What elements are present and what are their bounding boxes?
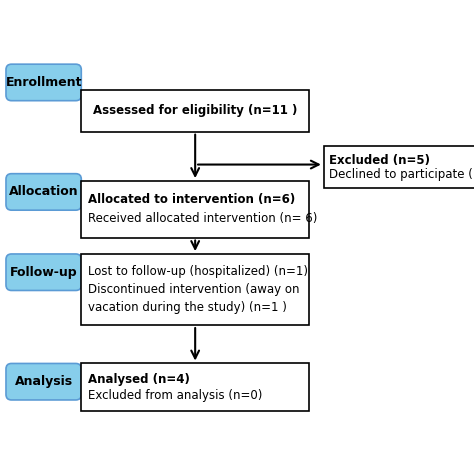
Text: Discontinued intervention (away on: Discontinued intervention (away on xyxy=(88,283,300,296)
FancyBboxPatch shape xyxy=(82,364,309,411)
FancyBboxPatch shape xyxy=(82,181,309,237)
Text: Allocated to intervention (n=6): Allocated to intervention (n=6) xyxy=(88,193,295,206)
Text: Analysis: Analysis xyxy=(15,375,73,388)
Text: vacation during the study) (n=1 ): vacation during the study) (n=1 ) xyxy=(88,301,287,314)
FancyBboxPatch shape xyxy=(82,254,309,325)
Text: Analysed (n=4): Analysed (n=4) xyxy=(88,373,190,386)
Text: Excluded from analysis (n=0): Excluded from analysis (n=0) xyxy=(88,389,262,401)
Text: Lost to follow-up (hospitalized) (n=1): Lost to follow-up (hospitalized) (n=1) xyxy=(88,265,308,278)
FancyBboxPatch shape xyxy=(324,146,474,188)
FancyBboxPatch shape xyxy=(82,90,309,132)
FancyBboxPatch shape xyxy=(6,173,82,210)
FancyBboxPatch shape xyxy=(6,364,82,400)
Text: Assessed for eligibility (n=11 ): Assessed for eligibility (n=11 ) xyxy=(93,104,297,117)
Text: Allocation: Allocation xyxy=(9,185,79,199)
Text: Follow-up: Follow-up xyxy=(10,266,77,279)
Text: Enrollment: Enrollment xyxy=(5,76,82,89)
FancyBboxPatch shape xyxy=(6,64,82,100)
FancyBboxPatch shape xyxy=(6,254,82,291)
Text: Declined to participate (n: Declined to participate (n xyxy=(329,168,474,181)
Text: Excluded (n=5): Excluded (n=5) xyxy=(329,154,430,167)
Text: Received allocated intervention (n= 6): Received allocated intervention (n= 6) xyxy=(88,212,317,225)
